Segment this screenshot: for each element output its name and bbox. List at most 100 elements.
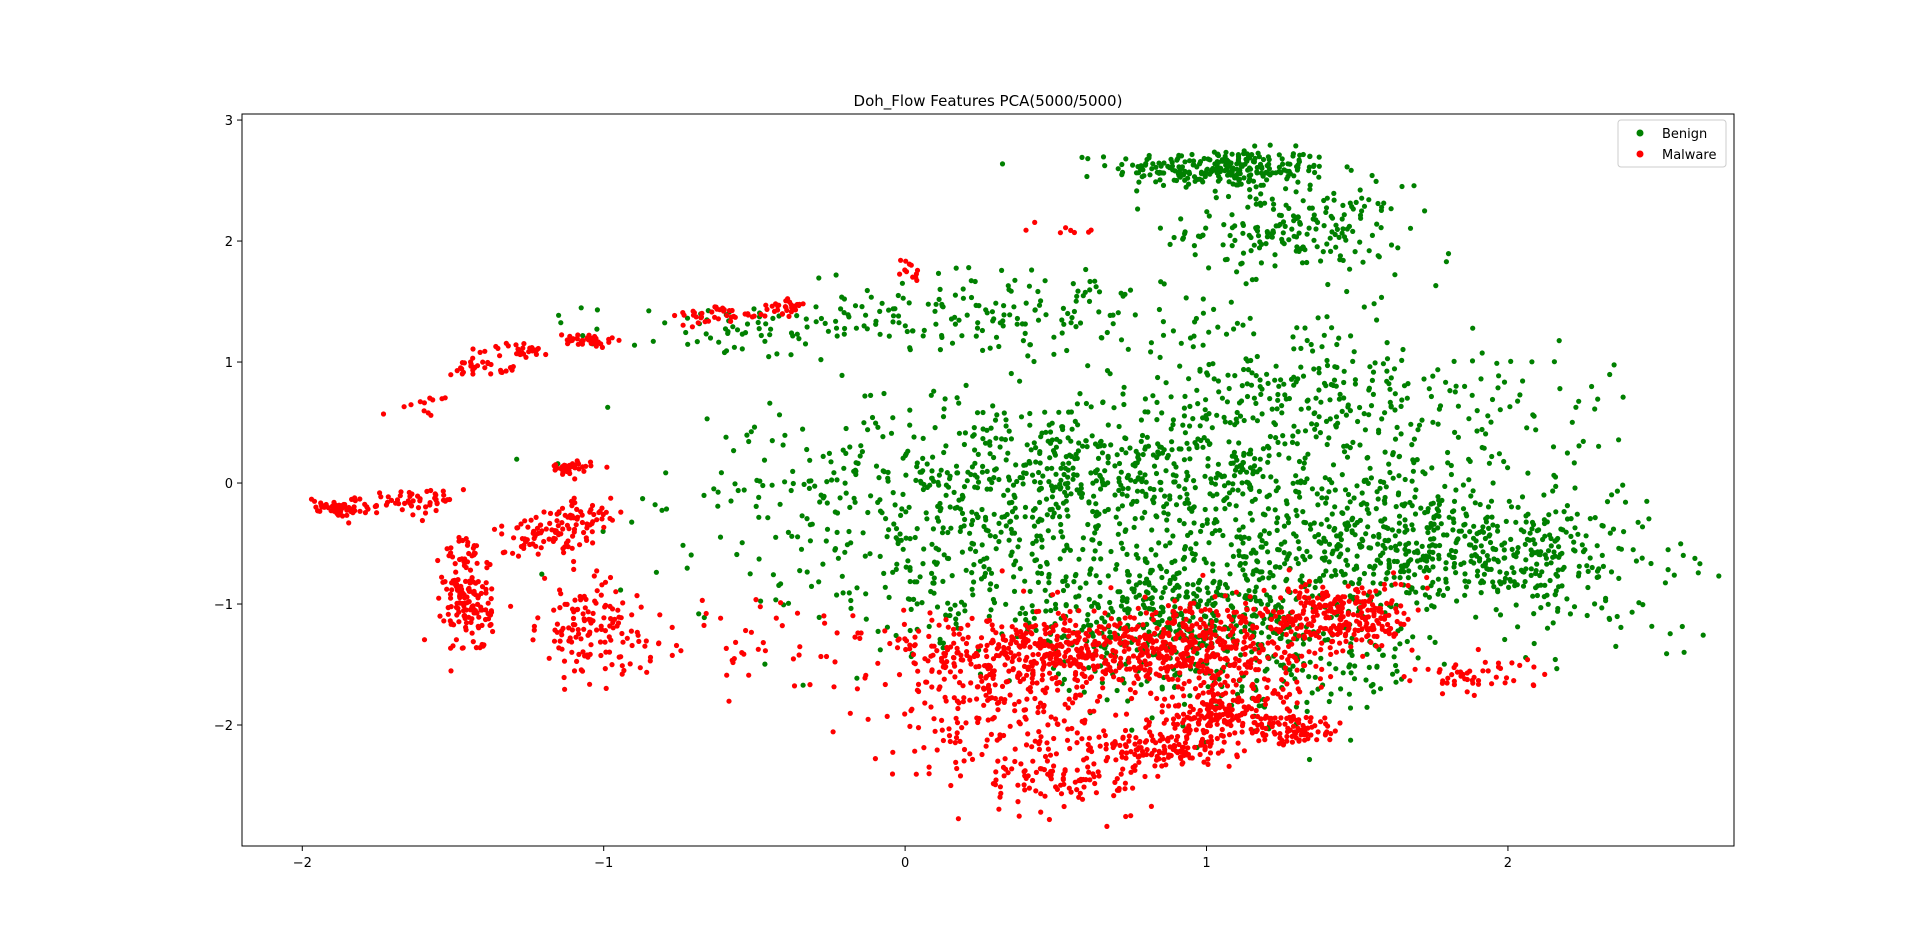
data-point-benign xyxy=(807,522,813,528)
data-point-benign xyxy=(1437,542,1443,549)
data-point-benign xyxy=(1238,535,1244,542)
data-point-benign xyxy=(1022,330,1028,336)
data-point-benign xyxy=(896,320,902,326)
data-point-malware xyxy=(554,465,560,471)
data-point-benign xyxy=(834,333,840,339)
data-point-benign xyxy=(1254,170,1260,176)
data-point-benign xyxy=(1222,168,1228,174)
data-point-malware xyxy=(415,505,422,511)
data-point-benign xyxy=(688,552,694,558)
data-point-malware xyxy=(569,639,575,645)
data-point-benign xyxy=(1192,440,1198,446)
data-point-benign xyxy=(820,453,826,459)
data-point-benign xyxy=(1093,501,1099,507)
data-point-benign xyxy=(1599,605,1605,611)
data-point-benign xyxy=(1006,474,1012,480)
data-point-benign xyxy=(1137,470,1143,476)
data-point-malware xyxy=(992,682,998,688)
data-point-benign xyxy=(824,526,831,532)
data-point-benign xyxy=(952,314,958,320)
data-point-benign xyxy=(973,333,979,339)
data-point-benign xyxy=(852,303,859,309)
data-point-benign xyxy=(1413,487,1419,493)
data-point-benign xyxy=(1700,632,1706,638)
data-point-malware xyxy=(571,609,577,615)
data-point-benign xyxy=(1192,178,1198,184)
data-point-benign xyxy=(1352,249,1358,255)
data-point-benign xyxy=(816,275,822,281)
data-point-benign xyxy=(963,567,969,573)
data-point-benign xyxy=(1349,204,1355,210)
data-point-benign xyxy=(1509,565,1515,571)
data-point-malware xyxy=(388,497,395,503)
data-point-benign xyxy=(1093,573,1099,579)
data-point-benign xyxy=(1201,556,1207,562)
data-point-malware xyxy=(557,638,563,644)
data-point-benign xyxy=(1225,193,1232,200)
data-point-malware xyxy=(974,696,980,702)
data-point-malware xyxy=(513,342,519,348)
data-point-malware xyxy=(483,590,489,596)
data-point-benign xyxy=(1579,542,1585,548)
data-point-benign xyxy=(1511,579,1517,585)
data-point-malware xyxy=(889,771,896,777)
data-point-malware xyxy=(1074,730,1080,736)
data-point-malware xyxy=(1016,813,1022,819)
data-point-benign xyxy=(1019,605,1025,611)
data-point-benign xyxy=(1150,161,1156,167)
data-point-benign xyxy=(763,321,769,327)
data-point-benign xyxy=(1245,480,1251,486)
data-point-benign xyxy=(996,520,1002,527)
data-point-benign xyxy=(1213,195,1219,201)
data-point-benign xyxy=(1528,572,1534,579)
data-point-benign xyxy=(1221,222,1227,228)
data-point-benign xyxy=(1480,549,1486,555)
data-point-benign xyxy=(1133,448,1139,454)
data-point-benign xyxy=(1392,543,1399,549)
data-point-benign xyxy=(1451,498,1458,504)
data-point-malware xyxy=(1069,725,1075,732)
data-point-malware xyxy=(620,600,626,606)
data-point-malware xyxy=(1074,767,1080,773)
data-point-benign xyxy=(1361,411,1367,417)
data-point-benign xyxy=(1191,557,1197,563)
data-point-benign xyxy=(1289,226,1295,232)
data-point-benign xyxy=(966,265,972,271)
data-point-malware xyxy=(567,470,573,477)
data-point-malware xyxy=(569,627,576,633)
data-point-malware xyxy=(350,505,356,511)
data-point-benign xyxy=(1357,442,1363,448)
data-point-benign xyxy=(1190,614,1196,620)
data-point-malware xyxy=(847,710,853,716)
data-point-malware xyxy=(1073,622,1079,629)
data-point-benign xyxy=(1425,506,1431,512)
data-point-benign xyxy=(1124,568,1131,575)
data-point-benign xyxy=(1080,546,1086,553)
data-point-benign xyxy=(928,392,934,398)
data-point-benign xyxy=(1348,670,1354,676)
data-point-benign xyxy=(1399,397,1405,403)
data-point-benign xyxy=(1158,487,1164,493)
data-point-benign xyxy=(975,320,981,326)
data-point-benign xyxy=(1349,517,1355,523)
data-point-benign xyxy=(1027,422,1033,428)
data-point-benign xyxy=(1204,209,1210,215)
data-point-malware xyxy=(1100,685,1106,691)
data-point-malware xyxy=(1015,799,1021,805)
data-point-benign xyxy=(1444,532,1450,538)
data-point-malware xyxy=(554,629,560,635)
data-point-benign xyxy=(1571,460,1577,466)
data-point-malware xyxy=(594,627,600,633)
data-point-malware xyxy=(941,676,947,682)
data-point-benign xyxy=(1033,445,1039,451)
data-point-benign xyxy=(1110,312,1116,318)
data-point-benign xyxy=(1144,434,1150,440)
data-point-benign xyxy=(1233,182,1239,188)
data-point-benign xyxy=(1422,208,1428,214)
data-point-benign xyxy=(1197,368,1203,374)
data-point-benign xyxy=(1186,446,1192,452)
data-point-benign xyxy=(1370,681,1376,688)
data-point-benign xyxy=(1020,338,1026,344)
data-point-benign xyxy=(952,292,959,298)
data-point-benign xyxy=(1184,581,1191,587)
